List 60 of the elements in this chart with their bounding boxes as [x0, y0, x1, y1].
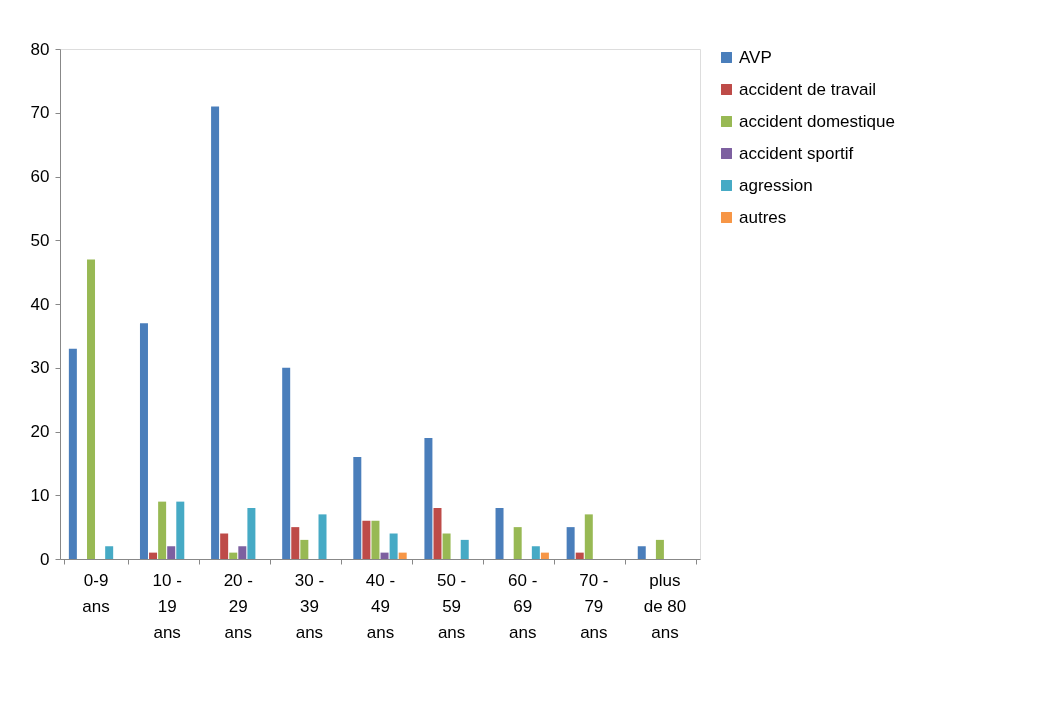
bar	[353, 457, 362, 559]
x-tick-label: 20 - 29 ans	[223, 570, 253, 642]
bar	[424, 437, 433, 559]
y-tick-label: 50	[30, 230, 50, 250]
x-tick-label: 70 - 79 ans	[579, 570, 609, 642]
y-tick-label: 40	[30, 294, 50, 314]
y-tick-label: 20	[30, 422, 50, 441]
legend-label: accident sportif	[739, 143, 854, 163]
bar	[247, 508, 256, 559]
x-tick-label: 30 - 39 ans	[294, 570, 325, 642]
y-tick-label: 30	[30, 358, 50, 378]
x-tick-label: 0-9 ans	[82, 570, 110, 616]
bar	[158, 501, 167, 559]
bar	[176, 501, 185, 559]
legend-label: autres	[739, 207, 787, 227]
bar	[318, 514, 327, 559]
y-tick-label: 0	[40, 549, 50, 569]
y-tick-label: 70	[30, 103, 50, 123]
bar	[637, 546, 646, 559]
y-tick-label: 10	[30, 485, 50, 505]
bar	[87, 259, 96, 559]
bar	[540, 552, 549, 559]
bar	[575, 552, 584, 559]
x-tick-label: plus de 80 ans	[643, 570, 687, 642]
bar	[229, 552, 238, 559]
x-tick-label: 40 - 49 ans	[365, 570, 396, 642]
x-tick-label: 50 - 59 ans	[436, 570, 467, 642]
bar	[68, 348, 77, 559]
legend-label: AVP	[739, 47, 772, 67]
bar	[433, 508, 442, 559]
bar	[442, 533, 451, 559]
bar	[139, 323, 148, 559]
x-tick-label: 10 - 19 ans	[152, 570, 182, 642]
bar	[149, 552, 158, 559]
y-tick-label: 60	[30, 167, 50, 186]
legend-label: accident domestique	[739, 111, 895, 131]
bar	[371, 520, 380, 559]
bar	[389, 533, 398, 559]
bar	[300, 539, 309, 559]
bar	[105, 546, 114, 559]
legend-label: accident de travail	[739, 79, 877, 99]
bar	[291, 527, 300, 559]
bar	[566, 527, 575, 559]
bar	[460, 539, 469, 559]
bar	[220, 533, 229, 559]
x-tick-label: 60 - 69 ans	[508, 570, 538, 642]
bar	[282, 367, 291, 559]
y-tick-label: 80	[30, 39, 50, 59]
bar	[495, 508, 504, 559]
legend-label: agression	[739, 175, 813, 195]
bar	[398, 552, 407, 559]
bar	[584, 514, 593, 559]
bar	[238, 546, 247, 559]
bar	[211, 106, 220, 559]
bar	[513, 527, 522, 559]
bar	[531, 546, 540, 559]
bar	[167, 546, 176, 559]
bar	[362, 520, 371, 559]
bar	[380, 552, 389, 559]
bar	[655, 539, 664, 559]
